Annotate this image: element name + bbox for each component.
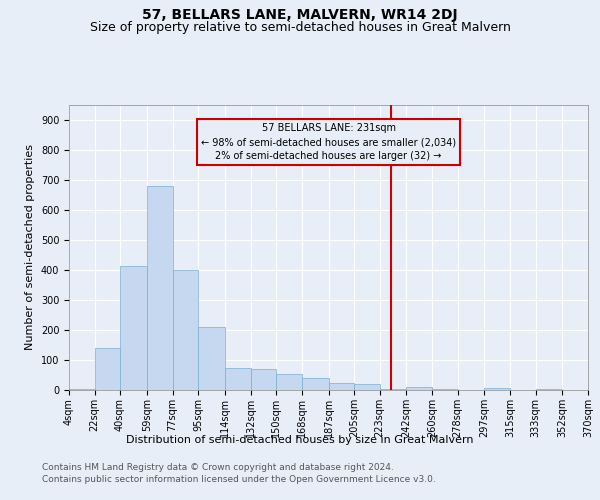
Bar xyxy=(95,348,120,390)
Bar xyxy=(354,384,380,390)
Y-axis label: Number of semi-detached properties: Number of semi-detached properties xyxy=(25,144,35,350)
Bar xyxy=(276,374,302,390)
Text: 57 BELLARS LANE: 231sqm
← 98% of semi-detached houses are smaller (2,034)
2% of : 57 BELLARS LANE: 231sqm ← 98% of semi-de… xyxy=(201,123,456,161)
Bar xyxy=(173,270,198,390)
Text: Distribution of semi-detached houses by size in Great Malvern: Distribution of semi-detached houses by … xyxy=(126,435,474,445)
Bar xyxy=(380,388,406,390)
Bar xyxy=(536,388,562,390)
Bar xyxy=(69,388,95,390)
Text: Contains public sector information licensed under the Open Government Licence v3: Contains public sector information licen… xyxy=(42,475,436,484)
Bar xyxy=(329,382,354,390)
Text: Size of property relative to semi-detached houses in Great Malvern: Size of property relative to semi-detach… xyxy=(89,21,511,34)
Bar xyxy=(198,327,225,390)
Bar xyxy=(432,388,458,390)
Bar xyxy=(484,388,510,390)
Text: Contains HM Land Registry data © Crown copyright and database right 2024.: Contains HM Land Registry data © Crown c… xyxy=(42,464,394,472)
Bar xyxy=(251,369,276,390)
Bar xyxy=(120,266,147,390)
Bar xyxy=(302,378,329,390)
Bar xyxy=(406,387,432,390)
Text: 57, BELLARS LANE, MALVERN, WR14 2DJ: 57, BELLARS LANE, MALVERN, WR14 2DJ xyxy=(142,8,458,22)
Bar xyxy=(147,186,173,390)
Bar xyxy=(225,368,251,390)
